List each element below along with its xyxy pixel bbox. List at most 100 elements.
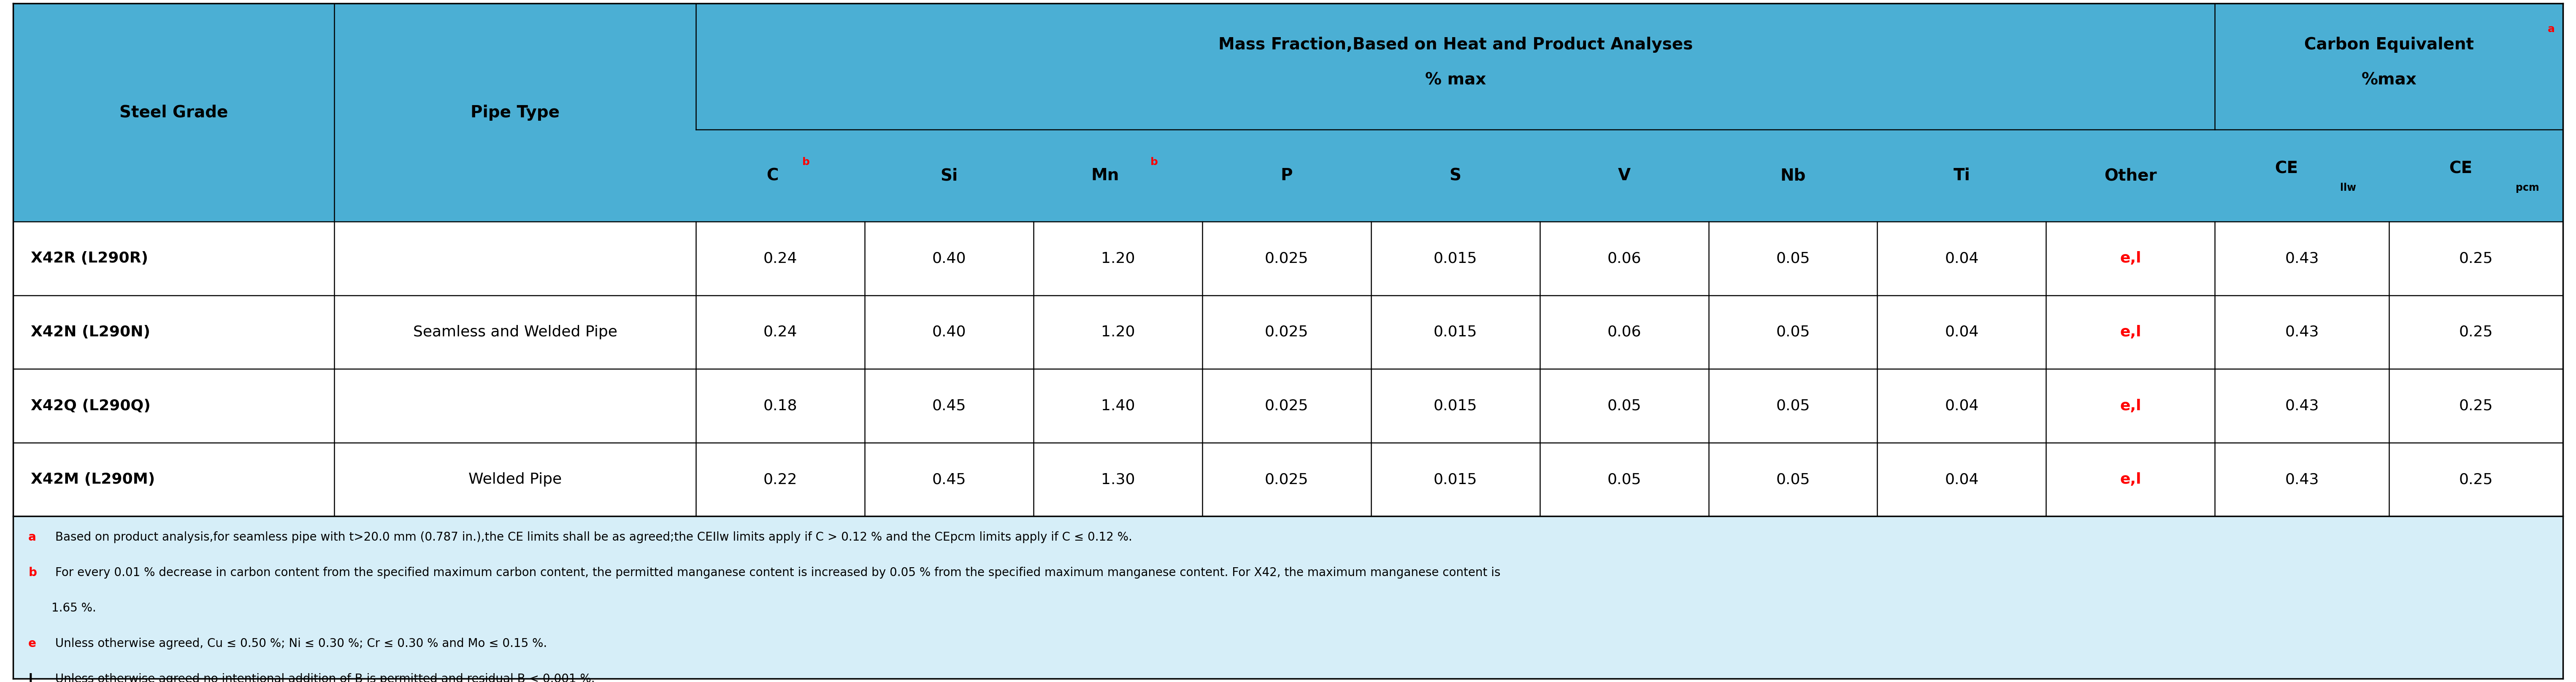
Text: 0.05: 0.05: [1775, 251, 1811, 266]
Text: CE: CE: [2275, 161, 2298, 177]
Text: 0.22: 0.22: [762, 472, 799, 487]
Text: X42N (L290N): X42N (L290N): [31, 325, 149, 340]
Text: 0.025: 0.025: [1265, 325, 1309, 340]
Text: 1.20: 1.20: [1100, 251, 1136, 266]
Bar: [696, 3, 2215, 130]
Text: pcm: pcm: [2517, 183, 2540, 193]
Text: X42M (L290M): X42M (L290M): [31, 472, 155, 487]
Text: X42Q (L290Q): X42Q (L290Q): [31, 398, 149, 413]
Text: 0.04: 0.04: [1945, 251, 1978, 266]
Text: 0.05: 0.05: [1775, 325, 1811, 340]
Text: 0.25: 0.25: [2460, 398, 2494, 413]
Text: Welded Pipe: Welded Pipe: [469, 472, 562, 487]
Bar: [2215, 3, 2563, 130]
Text: Unless otherwise agreed, Cu ≤ 0.50 %; Ni ≤ 0.30 %; Cr ≤ 0.30 % and Mo ≤ 0.15 %.: Unless otherwise agreed, Cu ≤ 0.50 %; Ni…: [52, 638, 546, 649]
Text: 0.18: 0.18: [762, 398, 799, 413]
Text: 0.025: 0.025: [1265, 398, 1309, 413]
Bar: [13, 3, 696, 222]
Text: 0.015: 0.015: [1435, 472, 1476, 487]
Text: C: C: [768, 168, 778, 183]
Text: 0.43: 0.43: [2285, 472, 2318, 487]
Text: 0.05: 0.05: [1607, 472, 1641, 487]
Text: 1.20: 1.20: [1100, 325, 1136, 340]
Text: e,l: e,l: [2120, 251, 2141, 266]
Text: a: a: [2548, 24, 2555, 34]
Text: Unless otherwise agreed no intentional addition of B is permitted and residual B: Unless otherwise agreed no intentional a…: [52, 673, 595, 682]
Text: a: a: [28, 531, 36, 543]
Text: 0.015: 0.015: [1435, 251, 1476, 266]
Text: 0.04: 0.04: [1945, 325, 1978, 340]
Bar: [866, 130, 1033, 222]
Text: 0.06: 0.06: [1607, 325, 1641, 340]
Bar: [13, 516, 2563, 679]
Text: 0.015: 0.015: [1435, 398, 1476, 413]
Text: e,l: e,l: [2120, 325, 2141, 340]
Text: For every 0.01 % decrease in carbon content from the specified maximum carbon co: For every 0.01 % decrease in carbon cont…: [52, 567, 1499, 578]
Bar: [13, 443, 2563, 516]
Text: %max: %max: [2362, 72, 2416, 88]
Text: X42R (L290R): X42R (L290R): [31, 251, 149, 266]
Bar: [2045, 130, 2215, 222]
Text: Steel Grade: Steel Grade: [118, 104, 227, 121]
Bar: [1708, 130, 1878, 222]
Text: 0.015: 0.015: [1435, 325, 1476, 340]
Text: CE: CE: [2450, 161, 2473, 177]
Text: 0.06: 0.06: [1607, 251, 1641, 266]
Bar: [2215, 130, 2388, 222]
Bar: [1878, 130, 2045, 222]
Text: 0.24: 0.24: [762, 251, 799, 266]
Text: 0.25: 0.25: [2460, 251, 2494, 266]
Text: 0.43: 0.43: [2285, 325, 2318, 340]
Text: 0.40: 0.40: [933, 251, 966, 266]
Text: 0.43: 0.43: [2285, 398, 2318, 413]
Text: e,l: e,l: [2120, 398, 2141, 413]
Text: Ti: Ti: [1953, 168, 1971, 183]
Text: Seamless and Welded Pipe: Seamless and Welded Pipe: [412, 325, 618, 340]
Text: 1.65 %.: 1.65 %.: [52, 602, 95, 614]
Text: 0.025: 0.025: [1265, 251, 1309, 266]
Text: S: S: [1450, 168, 1461, 183]
Text: 0.45: 0.45: [933, 398, 966, 413]
Text: l: l: [28, 673, 33, 682]
Bar: [1033, 130, 1203, 222]
Text: Other: Other: [2105, 168, 2156, 183]
Text: P: P: [1280, 168, 1293, 183]
Text: 0.25: 0.25: [2460, 325, 2494, 340]
Text: Si: Si: [940, 168, 958, 183]
Text: 1.30: 1.30: [1100, 472, 1136, 487]
Text: Based on product analysis,for seamless pipe with t>20.0 mm (0.787 in.),the CE li: Based on product analysis,for seamless p…: [52, 531, 1133, 543]
Text: 0.04: 0.04: [1945, 398, 1978, 413]
Text: V: V: [1618, 168, 1631, 183]
Text: Mass Fraction,Based on Heat and Product Analyses: Mass Fraction,Based on Heat and Product …: [1218, 37, 1692, 53]
Text: Carbon Equivalent: Carbon Equivalent: [2303, 37, 2473, 53]
Bar: [13, 222, 2563, 295]
Text: Mn: Mn: [1092, 168, 1118, 183]
Text: 1.40: 1.40: [1100, 398, 1136, 413]
Text: Nb: Nb: [1780, 168, 1806, 183]
Text: 0.45: 0.45: [933, 472, 966, 487]
Text: % max: % max: [1425, 72, 1486, 88]
Text: 0.05: 0.05: [1607, 398, 1641, 413]
Text: llw: llw: [2339, 183, 2357, 193]
Text: 0.025: 0.025: [1265, 472, 1309, 487]
Text: 0.43: 0.43: [2285, 251, 2318, 266]
Text: b: b: [28, 567, 36, 578]
Text: Pipe Type: Pipe Type: [471, 104, 559, 121]
Bar: [1370, 130, 1540, 222]
Text: 0.05: 0.05: [1775, 472, 1811, 487]
Text: 0.24: 0.24: [762, 325, 799, 340]
Bar: [13, 369, 2563, 443]
Text: b: b: [801, 157, 809, 167]
Bar: [1540, 130, 1708, 222]
Text: b: b: [1151, 157, 1157, 167]
Text: 0.40: 0.40: [933, 325, 966, 340]
Bar: [2388, 130, 2563, 222]
Bar: [696, 130, 866, 222]
Text: 0.05: 0.05: [1775, 398, 1811, 413]
Text: e,l: e,l: [2120, 472, 2141, 487]
Text: e: e: [28, 638, 36, 649]
Text: 0.04: 0.04: [1945, 472, 1978, 487]
Bar: [1203, 130, 1370, 222]
Bar: [13, 295, 2563, 369]
Text: 0.25: 0.25: [2460, 472, 2494, 487]
